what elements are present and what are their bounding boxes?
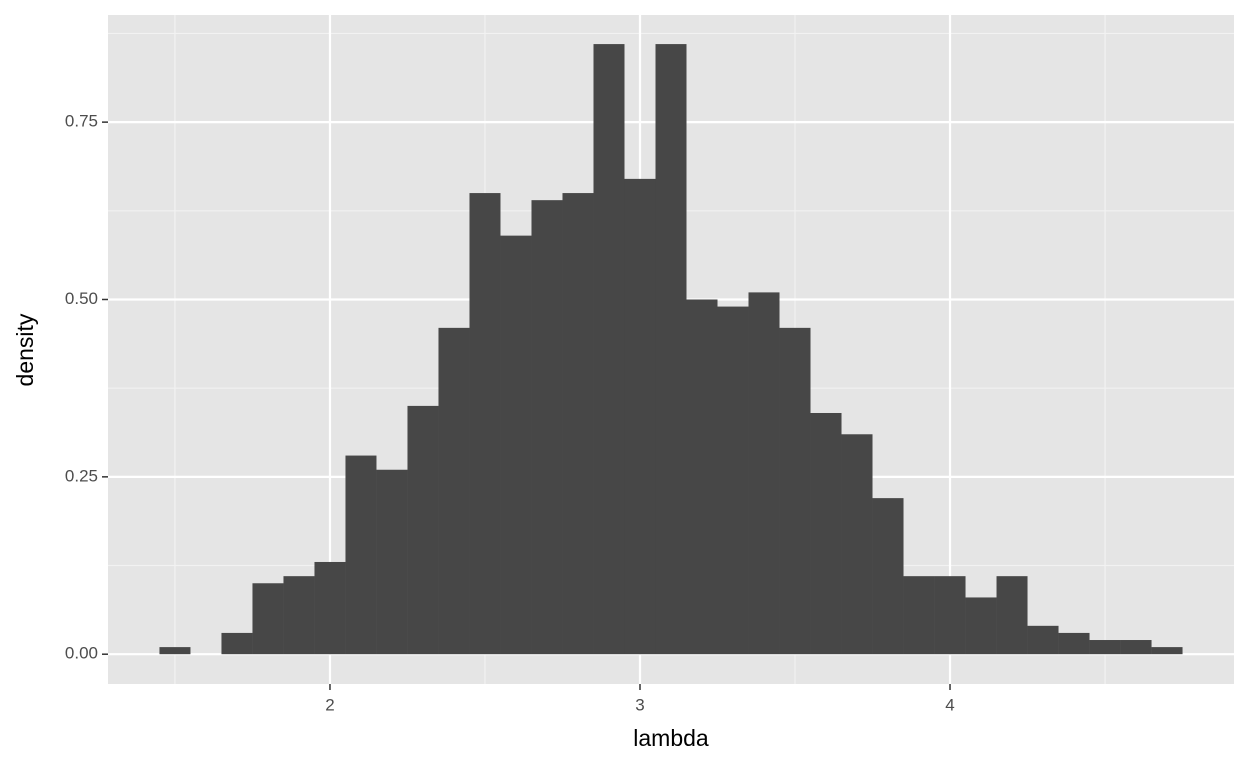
bar bbox=[1089, 640, 1121, 655]
x-axis-title: lambda bbox=[633, 725, 709, 751]
bar bbox=[624, 178, 656, 655]
bar bbox=[221, 632, 253, 655]
bar bbox=[872, 498, 904, 655]
bar bbox=[345, 455, 377, 655]
bar bbox=[965, 597, 997, 655]
bar bbox=[1058, 632, 1090, 655]
bar bbox=[934, 576, 966, 655]
bar bbox=[810, 412, 842, 655]
bar bbox=[1120, 640, 1152, 655]
bar bbox=[748, 292, 780, 655]
x-tick-label: 3 bbox=[635, 695, 644, 714]
bar bbox=[779, 327, 811, 655]
bar bbox=[903, 576, 935, 655]
y-tick-label: 0.50 bbox=[65, 289, 98, 308]
bar bbox=[469, 193, 501, 655]
y-tick-label: 0.00 bbox=[65, 644, 98, 663]
bar bbox=[159, 647, 191, 655]
bar bbox=[531, 200, 563, 655]
y-axis-title: density bbox=[12, 313, 38, 386]
bar bbox=[996, 576, 1028, 655]
bar bbox=[283, 576, 315, 655]
x-tick-label: 2 bbox=[325, 695, 334, 714]
bar bbox=[252, 583, 284, 655]
bar bbox=[314, 561, 346, 655]
bar bbox=[562, 193, 594, 655]
y-tick-label: 0.25 bbox=[65, 466, 98, 485]
bar bbox=[500, 235, 532, 655]
bar bbox=[655, 44, 687, 655]
bar bbox=[717, 306, 749, 655]
y-tick-label: 0.75 bbox=[65, 112, 98, 131]
bar bbox=[438, 327, 470, 655]
x-tick-label: 4 bbox=[945, 695, 954, 714]
bar bbox=[593, 44, 625, 655]
bar bbox=[376, 469, 408, 655]
bar bbox=[686, 299, 718, 655]
bar bbox=[407, 405, 439, 655]
bar bbox=[1027, 625, 1059, 655]
bar bbox=[1151, 647, 1183, 655]
bar bbox=[841, 434, 873, 655]
